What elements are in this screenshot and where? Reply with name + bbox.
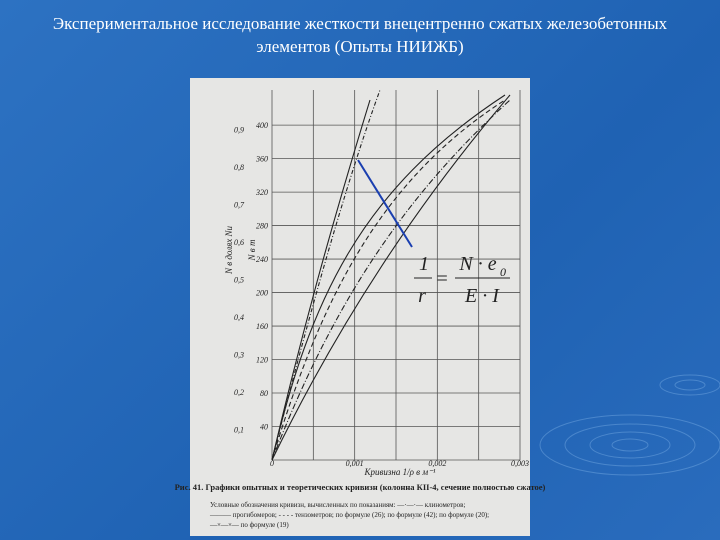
grid	[271, 90, 521, 461]
legend-line: —×—×— по формуле (19)	[209, 521, 289, 529]
pointer-line	[357, 159, 413, 248]
slide-title: Экспериментальное исследование жесткости…	[52, 14, 668, 56]
formula-equals: =	[435, 268, 449, 290]
force-tick: 280	[256, 222, 268, 231]
formula-rhs-num: N · e	[458, 253, 496, 275]
force-tick: 240	[256, 255, 268, 264]
ratio-tick: 0,8	[234, 163, 244, 172]
force-tick: 200	[256, 289, 268, 298]
legend-line: Условные обозначения кривизн, вычисленны…	[210, 501, 465, 509]
x-label: Кривизна 1/ρ в м⁻¹	[363, 467, 435, 477]
force-tick: 160	[256, 322, 268, 331]
ratio-tick: 0,3	[234, 351, 244, 360]
formula-lhs-den: r	[418, 285, 426, 307]
force-tick: 360	[255, 155, 268, 164]
ratio-tick: 0,6	[234, 238, 244, 247]
force-tick: 40	[260, 423, 268, 432]
ratio-tick: 0,2	[234, 388, 244, 397]
x-tick: 0	[270, 459, 274, 468]
y-label-ratio: N в долях Nu	[224, 225, 234, 275]
ripples	[539, 374, 720, 476]
x-tick: 0,003	[511, 459, 529, 468]
force-tick: 120	[256, 356, 268, 365]
formula-rhs-den: E · I	[464, 285, 500, 307]
ratio-tick: 0,1	[234, 426, 244, 435]
ratio-tick: 0,4	[234, 313, 244, 322]
force-tick: 80	[260, 389, 268, 398]
ratio-tick: 0,9	[234, 126, 244, 135]
y-label-force: N в т	[247, 239, 257, 261]
legend-line: ——— прогибомеров; - - - - тензометров; п…	[209, 511, 489, 519]
ratio-tick: 0,7	[234, 201, 245, 210]
force-tick: 400	[256, 121, 268, 130]
formula-rhs-sub: 0	[500, 265, 506, 279]
ratio-tick: 0,5	[234, 276, 244, 285]
formula-lhs-num: 1	[419, 253, 429, 275]
caption: Рис. 41. Графики опытных и теоретических…	[175, 482, 546, 492]
x-tick: 0,001	[346, 459, 364, 468]
curves	[271, 89, 511, 461]
formula: 1 r = N · e 0 E · I	[414, 253, 510, 307]
x-tick: 0,002	[428, 459, 446, 468]
force-tick: 320	[255, 188, 268, 197]
